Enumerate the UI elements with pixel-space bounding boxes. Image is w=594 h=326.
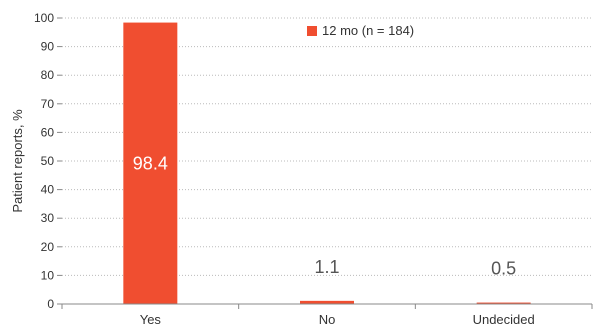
x-axis-ticks: Yes No Undecided	[61, 304, 593, 326]
x-tick-label: Undecided	[473, 312, 535, 326]
bar-undecided	[476, 302, 531, 304]
y-tick-label: 100	[34, 11, 54, 25]
y-tick-label: 90	[41, 40, 55, 54]
bars: 98.4 1.1 0.5	[123, 22, 531, 305]
legend-label: 12 mo (n = 184)	[322, 23, 414, 38]
y-tick-label: 10	[41, 268, 55, 282]
bar-no	[300, 300, 354, 304]
y-tick-label: 60	[41, 125, 55, 139]
grid-lines	[62, 17, 592, 276]
legend-swatch	[307, 26, 317, 36]
x-tick-label: No	[319, 312, 336, 326]
y-tick-label: 30	[41, 211, 55, 225]
y-axis-label: Patient reports, %	[10, 109, 25, 213]
y-tick-label: 80	[41, 68, 55, 82]
data-label: 98.4	[133, 153, 168, 173]
bar-yes	[123, 22, 178, 305]
y-axis-ticks: 0 10 20 30 40 50 60 70 80 90 100	[34, 11, 62, 311]
data-label: 1.1	[314, 257, 339, 277]
y-tick-label: 0	[47, 297, 54, 311]
y-tick-label: 70	[41, 97, 55, 111]
x-tick-label: Yes	[140, 312, 162, 326]
legend: 12 mo (n = 184)	[307, 23, 414, 38]
y-tick-label: 50	[41, 154, 55, 168]
y-tick-label: 20	[41, 240, 55, 254]
y-tick-label: 40	[41, 183, 55, 197]
data-label: 0.5	[491, 259, 516, 279]
